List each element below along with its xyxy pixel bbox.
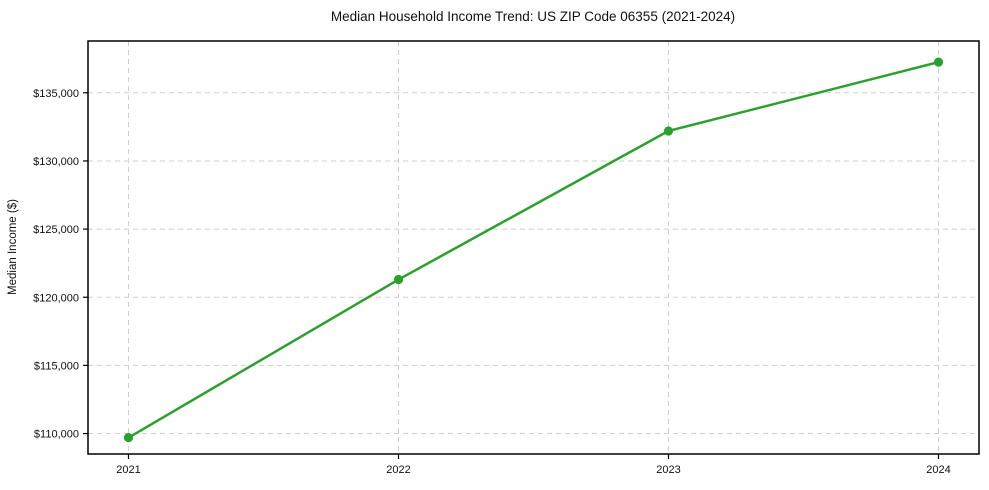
data-point (393, 274, 404, 285)
data-point (123, 433, 134, 443)
y-tick-label: $115,000 (34, 360, 79, 372)
y-tick-label: $110,000 (34, 429, 79, 441)
x-tick-label: 2023 (656, 464, 680, 476)
data-point (933, 57, 944, 67)
data-point (663, 126, 674, 136)
y-tick-label: $125,000 (33, 224, 79, 236)
x-tick-label: 2021 (116, 464, 140, 476)
series-line (127, 60, 940, 439)
plot-area: $110,000 $115,000 $120,000 $125,000 $130,000… (33, 40, 980, 476)
x-tick-label: 2022 (386, 464, 410, 476)
y-tick-label: $130,000 (33, 156, 79, 168)
y-tick-label: $135,000 (33, 88, 79, 100)
y-tick-label: $120,000 (33, 292, 79, 304)
chart-title: Median Household Income Trend: US ZIP Co… (331, 9, 735, 24)
x-tick-label: 2024 (926, 464, 950, 476)
plot-border (87, 40, 980, 455)
y-axis-label: Median Income ($) (7, 199, 19, 295)
